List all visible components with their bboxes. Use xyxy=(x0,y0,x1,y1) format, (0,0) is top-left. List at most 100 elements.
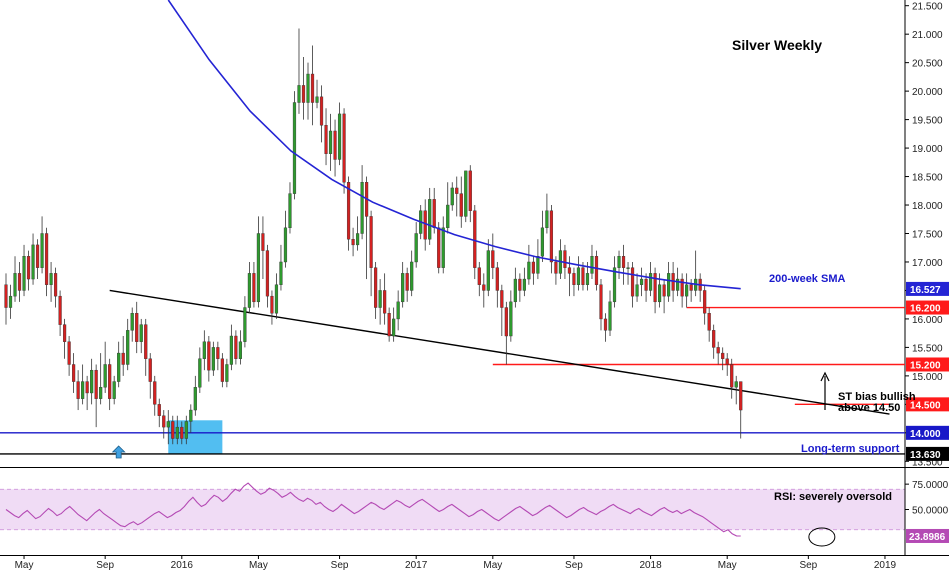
candle-down xyxy=(144,324,148,359)
candle-down xyxy=(716,347,720,354)
candle-up xyxy=(414,233,418,263)
candle-down xyxy=(342,113,346,183)
candle-up xyxy=(130,313,134,331)
price-tick-label: 15.500 xyxy=(912,343,943,354)
candle-down xyxy=(108,364,112,399)
candle-down xyxy=(216,347,220,359)
candle-up xyxy=(378,290,382,308)
candle-down xyxy=(53,273,58,297)
price-tick-label: 20.500 xyxy=(912,59,943,70)
candle-up xyxy=(306,73,310,103)
rsi-band xyxy=(0,489,905,530)
candle-up xyxy=(279,261,283,285)
rsi-label: RSI: severely oversold xyxy=(774,491,892,503)
candle-down xyxy=(468,170,472,211)
candle-up xyxy=(648,273,653,291)
candle-down xyxy=(567,267,572,274)
candle-down xyxy=(581,267,585,285)
candle-down xyxy=(725,358,729,365)
candle-down xyxy=(739,381,743,411)
candle-down xyxy=(518,278,522,291)
candle-up xyxy=(536,256,540,274)
candle-up xyxy=(576,267,581,285)
candle-up xyxy=(193,387,197,411)
candle-up xyxy=(13,273,17,297)
candle-down xyxy=(26,256,31,280)
bias-label-line1: ST bias bullish xyxy=(838,391,916,403)
candle-up xyxy=(315,96,319,103)
candle-up xyxy=(545,210,549,229)
candle-up xyxy=(734,381,738,388)
candle-up xyxy=(396,301,400,320)
candle-down xyxy=(135,313,139,342)
candle-down xyxy=(44,233,49,285)
candle-up xyxy=(522,278,526,291)
candle-up xyxy=(225,364,229,382)
candle-down xyxy=(252,273,256,303)
candle-down xyxy=(554,261,558,274)
candle-up xyxy=(229,335,233,365)
candle-down xyxy=(310,73,315,103)
price-tag xyxy=(906,425,949,440)
candle-up xyxy=(657,284,662,303)
candle-up xyxy=(337,113,342,160)
candle-down xyxy=(72,364,76,382)
candle-down xyxy=(477,267,481,285)
candle-down xyxy=(162,415,166,428)
candle-down xyxy=(495,267,499,291)
candle-up xyxy=(608,301,612,331)
candle-up xyxy=(676,278,680,291)
candle-down xyxy=(35,244,40,268)
candle-up xyxy=(117,352,121,382)
price-tag xyxy=(906,397,949,412)
candle-down xyxy=(76,381,80,399)
candle-up xyxy=(211,347,215,371)
candle-down xyxy=(459,193,463,217)
bias-label-line2: above 14.50 xyxy=(838,402,900,414)
candle-up xyxy=(189,409,193,422)
candle-up xyxy=(99,387,103,399)
time-tick-label: May xyxy=(249,560,268,571)
time-tick-label: May xyxy=(718,560,737,571)
candle-down xyxy=(721,352,725,359)
candle-up xyxy=(247,273,252,308)
candle-down xyxy=(171,421,175,439)
candle-down xyxy=(531,261,535,274)
candle-up xyxy=(274,284,279,314)
candle-up xyxy=(410,261,414,291)
price-tag-label: 14.500 xyxy=(910,400,941,411)
candle-down xyxy=(220,358,224,382)
candle-down xyxy=(599,284,603,320)
candle-down xyxy=(157,404,161,416)
candle-up xyxy=(635,284,639,297)
time-tick-label: 2019 xyxy=(874,560,897,571)
candle-up xyxy=(8,295,13,308)
candle-down xyxy=(207,341,211,371)
price-tick-label: 18.000 xyxy=(912,201,943,212)
candle-up xyxy=(103,364,107,388)
candle-up xyxy=(446,204,450,229)
candle-down xyxy=(504,307,508,337)
candle-up xyxy=(612,267,617,303)
candle-up xyxy=(297,85,301,103)
price-tick-label: 17.500 xyxy=(912,230,943,241)
price-tag xyxy=(906,281,949,296)
candle-down xyxy=(63,324,67,342)
candle-up xyxy=(513,278,517,303)
candle-up xyxy=(22,256,26,291)
candle-up xyxy=(81,381,85,399)
candle-up xyxy=(540,227,544,257)
candle-down xyxy=(67,341,71,365)
candle-up xyxy=(31,244,35,280)
candle-down xyxy=(689,284,693,291)
candle-down xyxy=(319,96,324,126)
candle-down xyxy=(730,364,734,388)
candle-up xyxy=(441,227,445,268)
candle-down xyxy=(324,125,328,154)
candle-down xyxy=(644,278,648,291)
price-tick-label: 21.000 xyxy=(912,30,943,41)
price-tick-label: 19.000 xyxy=(912,144,943,155)
rsi-tick-label: 50.0000 xyxy=(912,506,949,517)
time-tick-label: May xyxy=(15,560,34,571)
